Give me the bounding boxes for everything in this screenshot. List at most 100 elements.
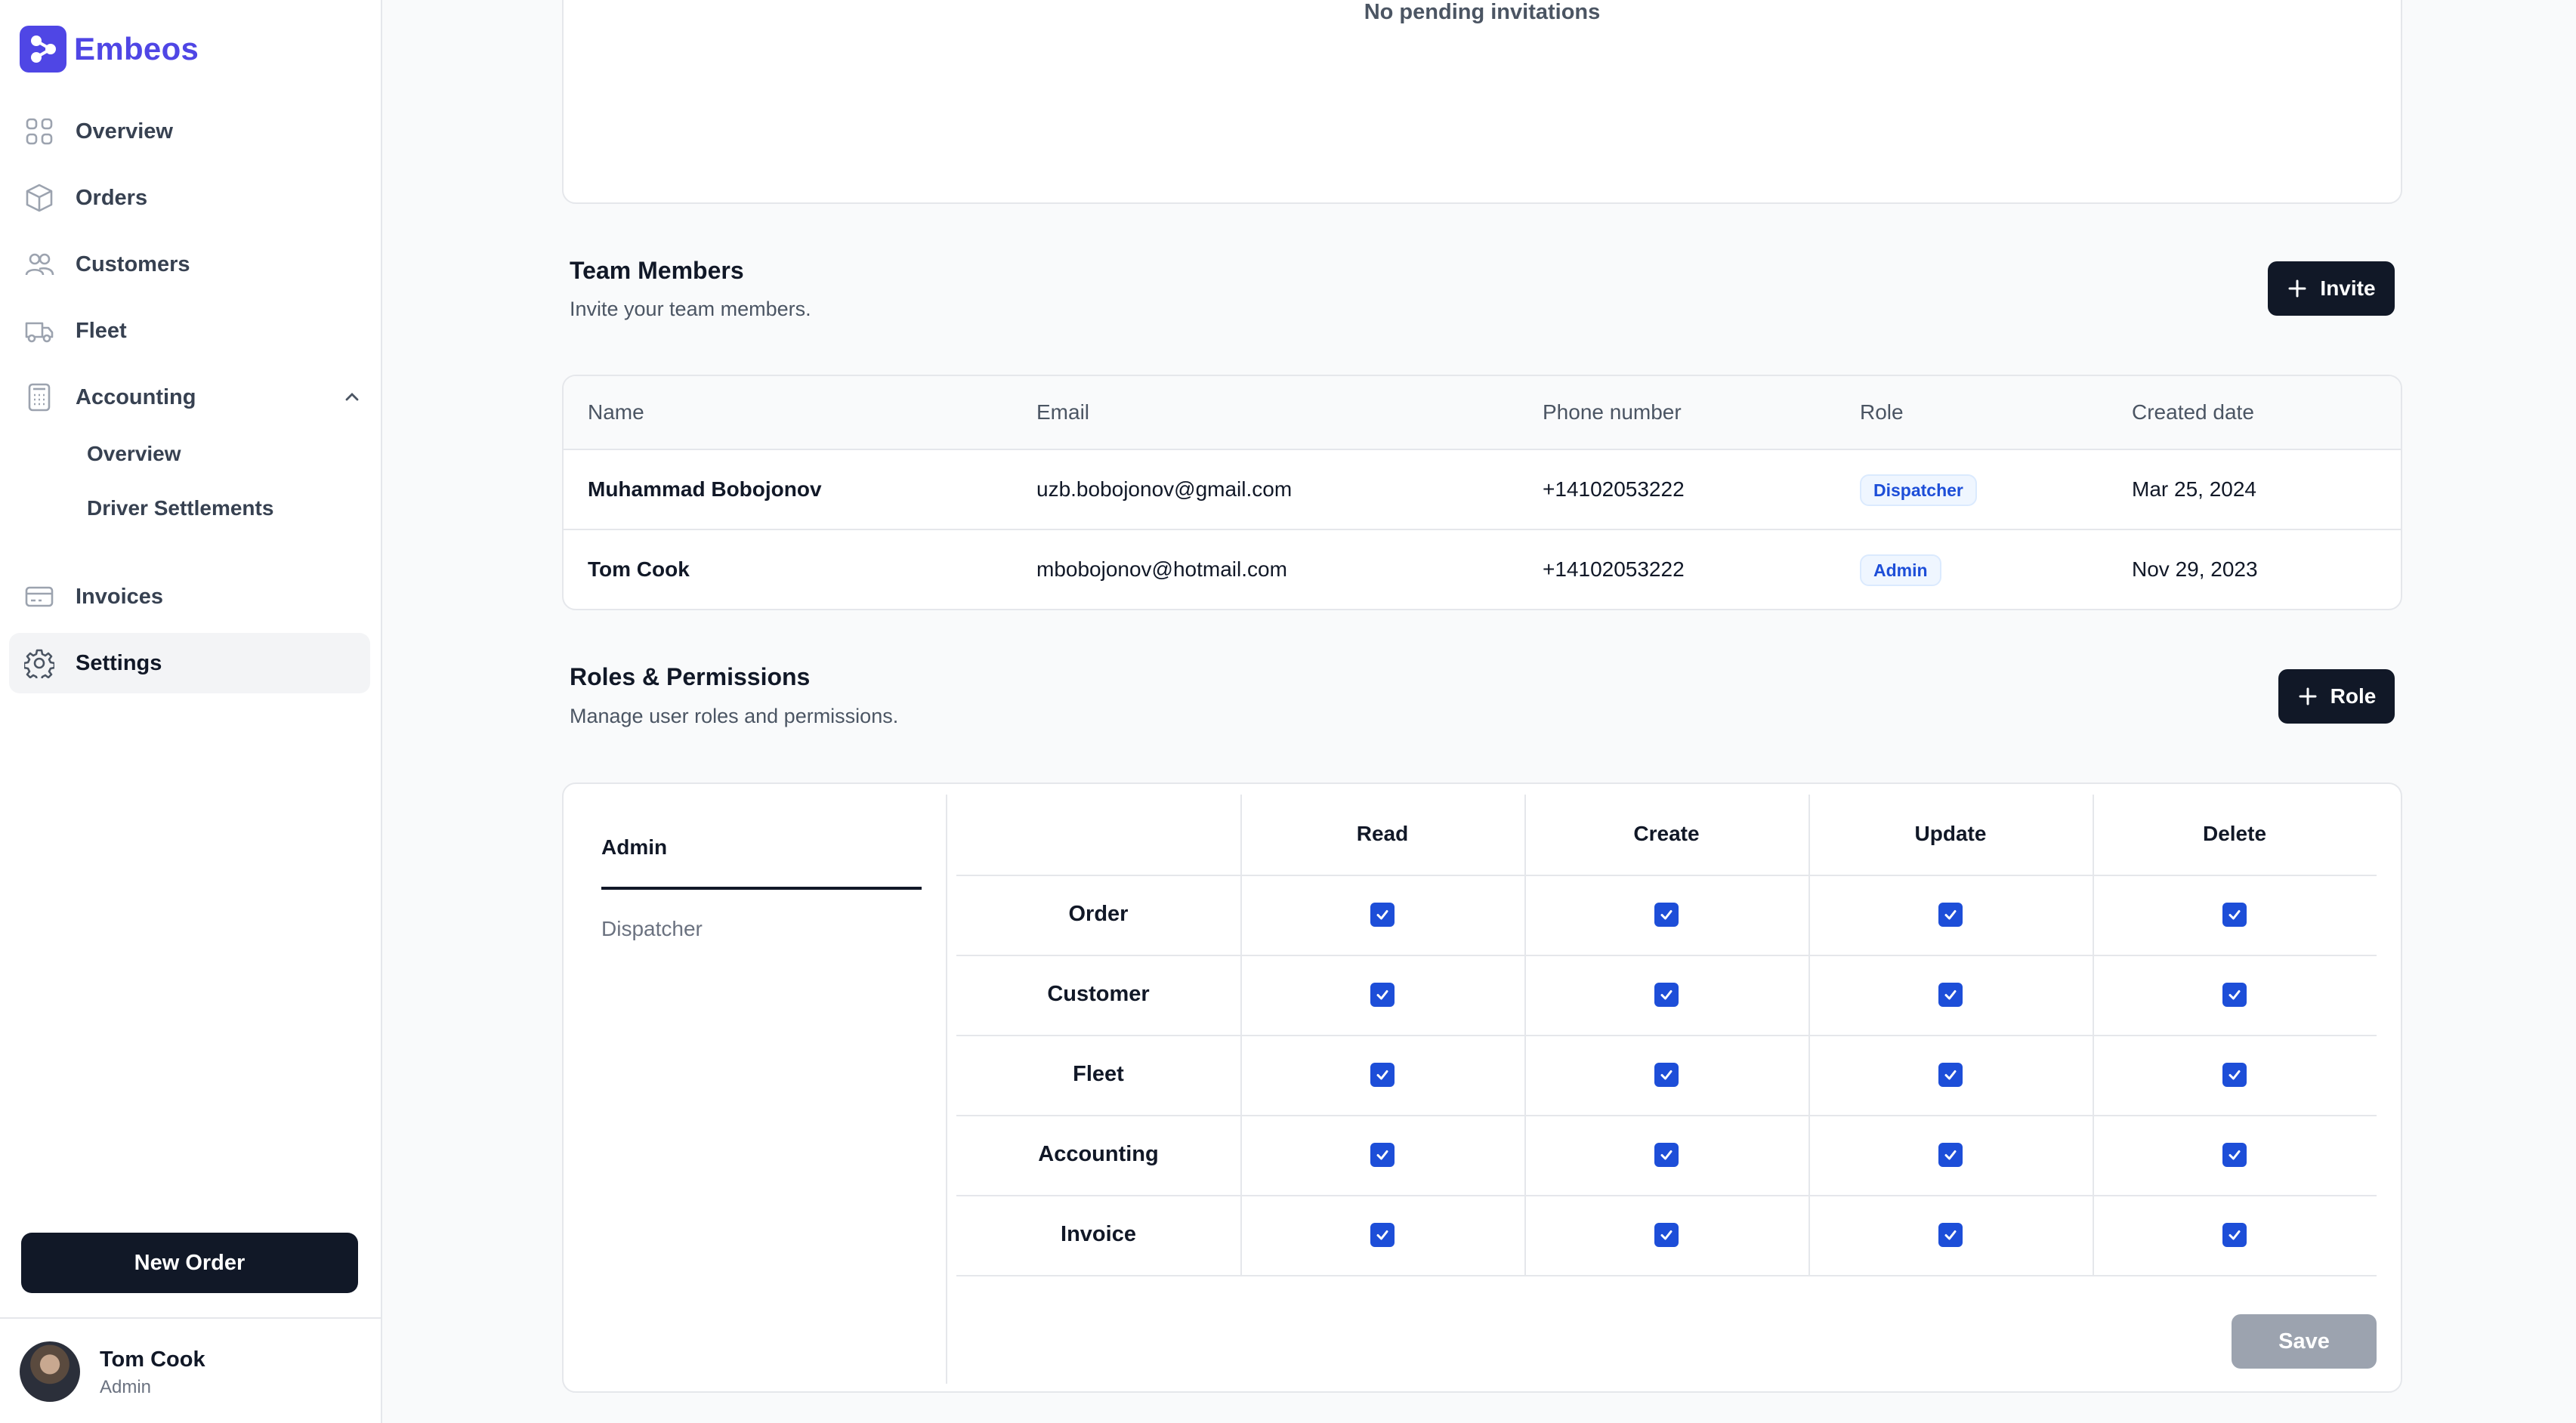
truck-icon [25, 322, 54, 343]
column-header-role: Role [1860, 400, 1904, 424]
grid-icon [26, 118, 53, 145]
checkmark-icon [1660, 1070, 1673, 1080]
sidebar-item-fleet[interactable]: Fleet [9, 301, 370, 361]
member-phone: +14102053222 [1543, 477, 1685, 501]
checkmark-icon [1660, 910, 1673, 920]
permission-checkbox[interactable] [1370, 903, 1395, 927]
invite-button[interactable]: Invite [2268, 261, 2395, 316]
permission-resource-label: Invoice [1061, 1222, 1136, 1246]
permission-checkbox[interactable] [2222, 1143, 2247, 1167]
checkmark-icon [1376, 1070, 1388, 1080]
member-email: uzb.bobojonov@gmail.com [1036, 477, 1293, 501]
permission-checkbox[interactable] [1370, 1063, 1395, 1087]
permission-checkbox[interactable] [1370, 983, 1395, 1007]
gear-icon [24, 649, 54, 678]
permission-checkbox[interactable] [1654, 983, 1679, 1007]
column-header-email: Email [1036, 400, 1090, 424]
divider [956, 1195, 2377, 1196]
checkmark-icon [2229, 1070, 2241, 1080]
permission-checkbox[interactable] [1370, 1143, 1395, 1167]
sidebar-item-customers[interactable]: Customers [9, 234, 370, 295]
embeos-logo-icon [20, 26, 66, 73]
checkmark-icon [1944, 1070, 1957, 1080]
sidebar-item-invoices[interactable]: Invoices [9, 566, 370, 627]
add-role-button-label: Role [2330, 684, 2377, 708]
role-badge: Admin [1860, 554, 1941, 586]
sidebar-item-settings[interactable]: Settings [9, 633, 370, 693]
permission-checkbox[interactable] [1938, 1223, 1963, 1247]
divider [0, 1317, 382, 1319]
permission-checkbox[interactable] [1938, 1063, 1963, 1087]
team-members-title: Team Members [570, 257, 744, 284]
member-phone: +14102053222 [1543, 557, 1685, 581]
member-email: mbobojonov@hotmail.com [1036, 557, 1287, 581]
sidebar-item-label: Invoices [76, 584, 164, 609]
permission-resource-label: Fleet [1073, 1062, 1124, 1086]
checkmark-icon [1944, 990, 1957, 1000]
permission-resource-label: Customer [1047, 982, 1150, 1006]
table-header [564, 376, 2401, 449]
sidebar: Embeos Overview Orders Customers [0, 0, 382, 1423]
checkmark-icon [2229, 990, 2241, 1000]
sidebar-item-label: Overview [76, 119, 173, 144]
permission-checkbox[interactable] [2222, 1223, 2247, 1247]
new-order-button[interactable]: New Order [21, 1233, 358, 1293]
empty-invitations-text: No pending invitations [1364, 0, 1601, 24]
member-name: Tom Cook [588, 557, 690, 581]
sidebar-item-label: Orders [76, 185, 148, 210]
permission-checkbox[interactable] [1654, 1223, 1679, 1247]
users-icon [25, 253, 54, 276]
roles-permissions-card: Admin Dispatcher Read Create Update Delete O… [562, 782, 2402, 1393]
box-icon [26, 184, 53, 212]
permission-checkbox[interactable] [1938, 903, 1963, 927]
permission-checkbox[interactable] [2222, 1063, 2247, 1087]
permission-checkbox[interactable] [1938, 983, 1963, 1007]
sidebar-subitem-driver-settlements[interactable]: Driver Settlements [87, 496, 274, 520]
sidebar-item-label: Accounting [76, 384, 196, 409]
invite-button-label: Invite [2320, 276, 2376, 300]
checkmark-icon [2229, 1230, 2241, 1240]
permission-checkbox[interactable] [1654, 1063, 1679, 1087]
checkmark-icon [1660, 1230, 1673, 1240]
avatar[interactable] [20, 1341, 80, 1402]
permission-checkbox[interactable] [2222, 903, 2247, 927]
plus-icon [2288, 279, 2306, 298]
sidebar-item-accounting[interactable]: Accounting [9, 367, 370, 428]
checkmark-icon [2229, 1150, 2241, 1160]
sidebar-item-label: Customers [76, 252, 190, 276]
divider [956, 1275, 2377, 1276]
sidebar-item-label: Settings [76, 650, 162, 675]
role-tab-admin[interactable]: Admin [601, 835, 668, 859]
sidebar-item-overview[interactable]: Overview [9, 101, 370, 162]
member-created-date: Mar 25, 2024 [2132, 477, 2256, 501]
permission-checkbox[interactable] [1370, 1223, 1395, 1247]
user-name: Tom Cook [100, 1347, 205, 1372]
checkmark-icon [1660, 990, 1673, 1000]
checkmark-icon [1944, 1150, 1957, 1160]
permission-checkbox[interactable] [1654, 1143, 1679, 1167]
divider [564, 529, 2401, 530]
divider [956, 1035, 2377, 1036]
add-role-button[interactable]: Role [2278, 669, 2395, 724]
role-tab-dispatcher[interactable]: Dispatcher [601, 917, 703, 940]
sidebar-subitem-overview[interactable]: Overview [87, 442, 181, 465]
checkmark-icon [1944, 1230, 1957, 1240]
checkmark-icon [1376, 910, 1388, 920]
save-button[interactable]: Save [2232, 1314, 2377, 1369]
role-badge: Dispatcher [1860, 474, 1977, 506]
permission-resource-label: Accounting [1038, 1142, 1159, 1166]
member-created-date: Nov 29, 2023 [2132, 557, 2258, 581]
divider [956, 955, 2377, 956]
permission-checkbox[interactable] [1654, 903, 1679, 927]
chevron-up-icon[interactable] [341, 387, 363, 408]
checkmark-icon [1376, 1230, 1388, 1240]
brand-name: Embeos [74, 31, 199, 66]
roles-permissions-title: Roles & Permissions [570, 663, 811, 690]
permission-column-header: Update [1914, 822, 1987, 845]
permission-checkbox[interactable] [2222, 983, 2247, 1007]
column-header-name: Name [588, 400, 644, 424]
sidebar-item-orders[interactable]: Orders [9, 168, 370, 228]
divider [946, 795, 947, 1384]
brand[interactable]: Embeos [20, 26, 199, 73]
permission-checkbox[interactable] [1938, 1143, 1963, 1167]
